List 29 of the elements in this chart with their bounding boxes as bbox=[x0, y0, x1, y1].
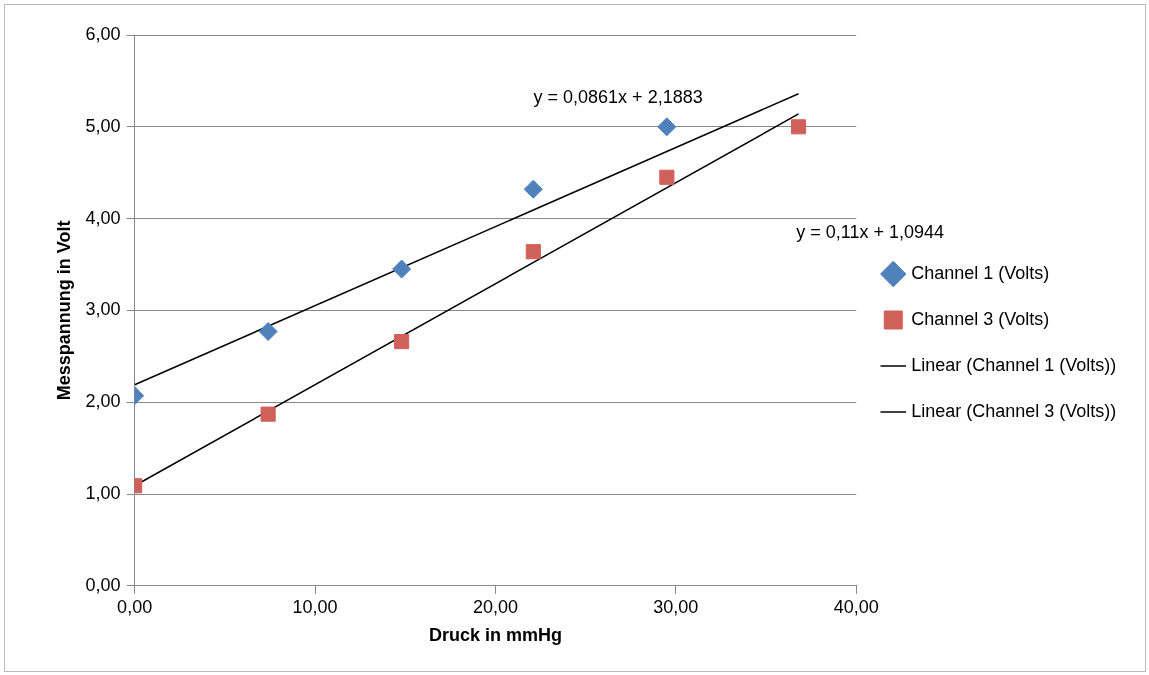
y-tick-label: 0,00 bbox=[85, 574, 121, 595]
legend-label: Linear (Channel 1 (Volts)) bbox=[911, 354, 1117, 375]
y-tick-label: 1,00 bbox=[85, 482, 121, 503]
point bbox=[394, 334, 410, 350]
point bbox=[657, 117, 677, 137]
y-tick-label: 6,00 bbox=[85, 23, 121, 44]
y-tick-label: 3,00 bbox=[85, 299, 121, 320]
point bbox=[523, 179, 543, 199]
y-axis-title: Messpannung in Volt bbox=[53, 220, 74, 401]
point bbox=[790, 119, 807, 135]
annotation: y = 0,0861x + 2,1883 bbox=[533, 87, 703, 108]
x-tick-label: 40,00 bbox=[833, 596, 879, 617]
x-tick-label: 30,00 bbox=[653, 596, 699, 617]
x-tick-label: 20,00 bbox=[472, 596, 518, 617]
point bbox=[659, 169, 675, 185]
y-tick-label: 4,00 bbox=[85, 207, 121, 228]
point bbox=[260, 406, 276, 422]
x-tick-label: 10,00 bbox=[292, 596, 338, 617]
point bbox=[392, 259, 412, 279]
x-axis-title: Druck in mmHg bbox=[428, 625, 562, 646]
y-tick-label: 5,00 bbox=[85, 115, 121, 136]
y-tick-label: 2,00 bbox=[85, 391, 121, 412]
point bbox=[525, 244, 541, 260]
legend-label: Channel 3 (Volts) bbox=[911, 308, 1050, 329]
legend-label: Channel 1 (Volts) bbox=[911, 262, 1050, 283]
point bbox=[258, 322, 278, 342]
annotation: y = 0,11x + 1,0944 bbox=[796, 222, 945, 243]
legend-label: Linear (Channel 3 (Volts)) bbox=[911, 400, 1117, 421]
x-tick-label: 0,00 bbox=[117, 596, 153, 617]
